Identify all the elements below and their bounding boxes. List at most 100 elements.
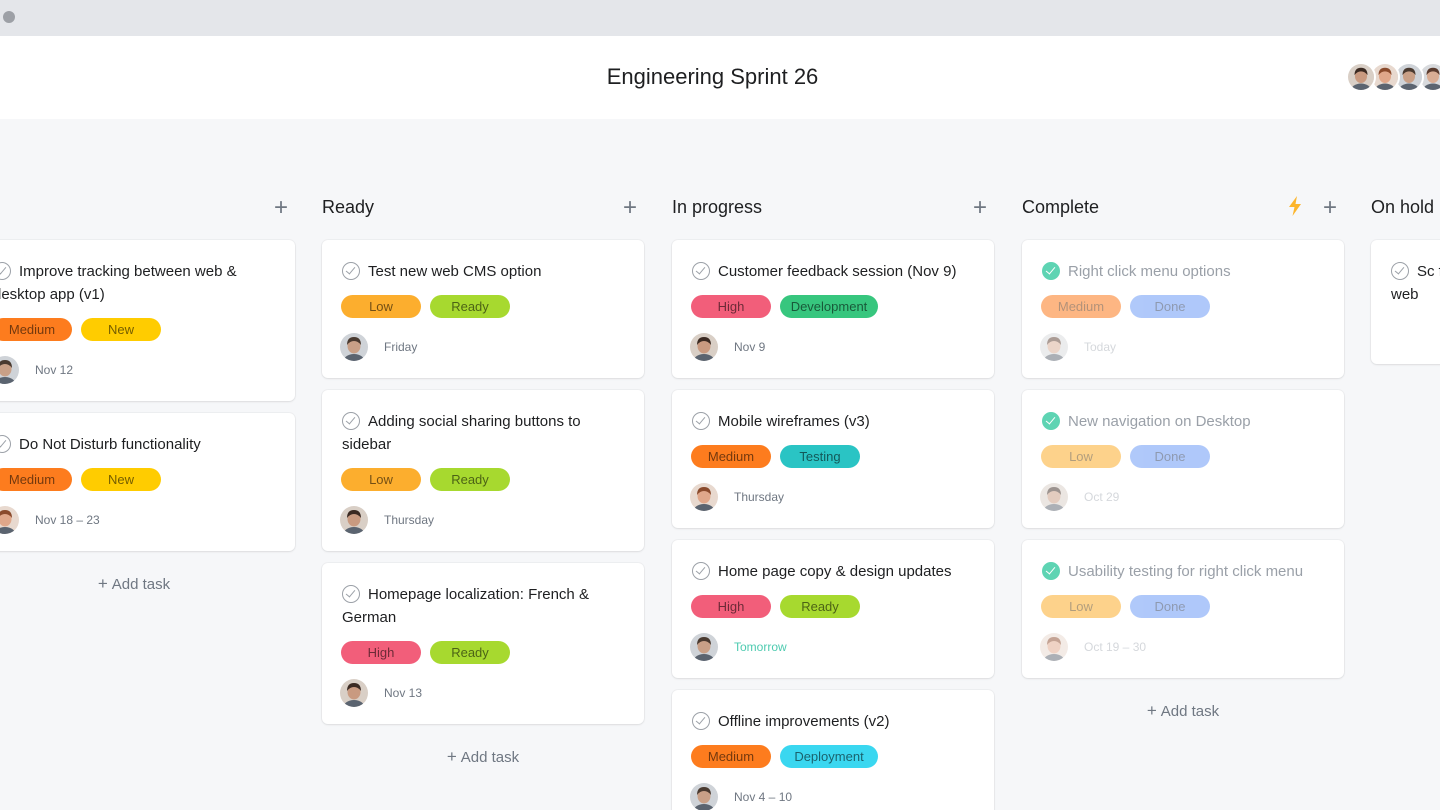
complete-checkbox-icon[interactable] — [692, 262, 710, 280]
status-tag[interactable]: Testing — [780, 445, 860, 468]
status-tag[interactable]: Development — [780, 295, 878, 318]
due-date[interactable]: Nov 12 — [35, 363, 74, 377]
lightning-icon[interactable] — [1286, 195, 1304, 217]
assignee-avatar[interactable] — [0, 356, 19, 384]
status-tag[interactable]: Done — [1130, 595, 1210, 618]
status-tag[interactable]: Ready — [430, 641, 510, 664]
task-name: Adding social sharing buttons to sidebar — [342, 413, 581, 453]
task-card[interactable]: Mobile wireframes (v3) Medium Testing Thurs… — [672, 390, 994, 528]
status-tag[interactable]: New — [81, 318, 161, 341]
due-date[interactable]: Thursday — [734, 490, 785, 504]
plus-icon: + — [1146, 701, 1157, 720]
assignee-avatar[interactable] — [690, 783, 718, 810]
complete-checkbox-icon[interactable] — [692, 562, 710, 580]
add-task-button[interactable]: + Add task — [0, 574, 295, 594]
complete-checkbox-icon[interactable] — [342, 262, 360, 280]
assignee-avatar[interactable] — [1040, 483, 1068, 511]
due-date[interactable]: Thursday — [384, 513, 435, 527]
status-tag[interactable]: Done — [1130, 295, 1210, 318]
task-card[interactable]: Adding social sharing buttons to sidebar… — [322, 390, 644, 551]
priority-tag[interactable]: Medium — [0, 468, 72, 491]
assignee-avatar[interactable] — [340, 679, 368, 707]
status-tag[interactable]: New — [81, 468, 161, 491]
priority-tag[interactable]: Medium — [0, 318, 72, 341]
due-date[interactable]: Nov 4 – 10 — [734, 790, 793, 804]
complete-checkbox-icon[interactable] — [692, 712, 710, 730]
task-tags: Medium New — [0, 318, 170, 341]
priority-tag[interactable]: Low — [1041, 595, 1121, 618]
due-date[interactable]: Oct 19 – 30 — [1084, 640, 1147, 654]
assignee-avatar[interactable] — [1040, 633, 1068, 661]
assignee-avatar[interactable] — [340, 506, 368, 534]
priority-tag[interactable]: Medium — [1041, 295, 1121, 318]
due-date[interactable]: Tomorrow — [734, 640, 787, 654]
task-card[interactable]: Do Not Disturb functionality Medium New Nov… — [0, 413, 295, 551]
priority-tag[interactable]: Low — [341, 295, 421, 318]
status-tag[interactable]: Ready — [430, 295, 510, 318]
member-avatar[interactable] — [1394, 62, 1424, 92]
task-card[interactable]: Homepage localization: French & German Hi… — [322, 563, 644, 724]
priority-tag[interactable]: Low — [1041, 445, 1121, 468]
member-avatar[interactable] — [1418, 62, 1440, 92]
task-card[interactable]: Improve tracking between web & desktop a… — [0, 240, 295, 401]
add-card-icon[interactable]: + — [273, 194, 288, 221]
due-date[interactable]: Nov 9 — [734, 340, 766, 354]
add-task-label: Add task — [1160, 703, 1220, 720]
assignee-avatar[interactable] — [1040, 333, 1068, 361]
due-date[interactable]: Today — [1084, 340, 1117, 354]
task-card[interactable]: Sc for web — [1371, 240, 1440, 364]
task-card[interactable]: Home page copy & design updates High Ready… — [672, 540, 994, 678]
task-card[interactable]: Right click menu options Medium Done Today — [1022, 240, 1344, 378]
assignee-avatar[interactable] — [340, 333, 368, 361]
column-title[interactable]: Ready — [322, 197, 375, 217]
member-avatar[interactable] — [1346, 62, 1376, 92]
column-title[interactable]: Complete — [1022, 197, 1100, 217]
column-title[interactable]: In progress — [672, 197, 763, 217]
complete-checkbox-icon[interactable] — [1042, 412, 1060, 430]
assignee-avatar[interactable] — [690, 633, 718, 661]
member-avatar[interactable] — [1370, 62, 1400, 92]
status-tag[interactable]: Ready — [430, 468, 510, 491]
priority-tag[interactable]: Medium — [691, 445, 771, 468]
assignee-avatar[interactable] — [690, 483, 718, 511]
priority-tag[interactable]: High — [341, 641, 421, 664]
priority-tag[interactable]: Low — [341, 468, 421, 491]
complete-checkbox-icon[interactable] — [342, 412, 360, 430]
plus-icon: + — [446, 747, 457, 766]
complete-checkbox-icon[interactable] — [1042, 262, 1060, 280]
due-date[interactable]: Nov 13 — [384, 686, 423, 700]
task-name: Home page copy & design updates — [718, 563, 952, 580]
add-card-icon[interactable]: + — [1322, 194, 1337, 221]
assignee-avatar[interactable] — [0, 506, 19, 534]
status-tag[interactable]: Ready — [780, 595, 860, 618]
due-date[interactable]: Oct 29 — [1084, 490, 1120, 504]
add-card-icon[interactable]: + — [972, 194, 987, 221]
task-name: Usability testing for right click menu — [1068, 563, 1304, 580]
column-header: ox+ — [0, 194, 295, 221]
complete-checkbox-icon[interactable] — [1391, 262, 1409, 280]
add-task-button[interactable]: + Add task — [322, 747, 644, 767]
column-title[interactable]: On hold — [1371, 197, 1435, 217]
complete-checkbox-icon[interactable] — [342, 585, 360, 603]
task-card[interactable]: Offline improvements (v2) Medium Deploymen… — [672, 690, 994, 810]
complete-checkbox-icon[interactable] — [1042, 562, 1060, 580]
project-header: Engineering Sprint 26 — [0, 36, 1440, 119]
add-card-icon[interactable]: + — [622, 194, 637, 221]
window-close-button[interactable] — [3, 11, 15, 23]
priority-tag[interactable]: Medium — [691, 745, 771, 768]
due-date[interactable]: Nov 18 – 23 — [35, 513, 100, 527]
status-tag[interactable]: Deployment — [780, 745, 878, 768]
task-card[interactable]: New navigation on Desktop Low Done Oct 29 — [1022, 390, 1344, 528]
due-date[interactable]: Friday — [384, 340, 418, 354]
task-card[interactable]: Usability testing for right click menu Lo… — [1022, 540, 1344, 678]
add-task-button[interactable]: + Add task — [1022, 701, 1344, 721]
priority-tag[interactable]: High — [691, 595, 771, 618]
priority-tag[interactable]: High — [691, 295, 771, 318]
status-tag[interactable]: Done — [1130, 445, 1210, 468]
assignee-avatar[interactable] — [690, 333, 718, 361]
complete-checkbox-icon[interactable] — [692, 412, 710, 430]
task-name: Mobile wireframes (v3) — [718, 413, 870, 430]
task-card[interactable]: Test new web CMS option Low Ready Friday — [322, 240, 644, 378]
task-tags: Medium Done — [1041, 295, 1219, 318]
task-card[interactable]: Customer feedback session (Nov 9) High Dev… — [672, 240, 994, 378]
